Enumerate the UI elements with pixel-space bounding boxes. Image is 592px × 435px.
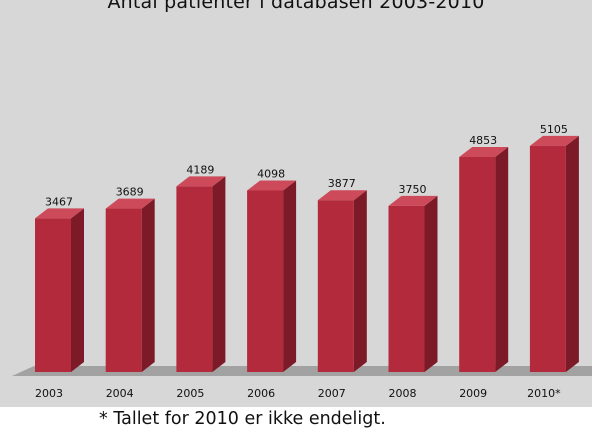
category-label: 2008 xyxy=(389,387,417,400)
bar-top xyxy=(529,135,579,146)
bar-top xyxy=(317,190,367,201)
bar-front xyxy=(529,145,566,372)
bar-front xyxy=(35,218,71,372)
value-label: 4853 xyxy=(469,134,497,147)
category-label: 2006 xyxy=(247,387,275,400)
chart-floor xyxy=(12,366,592,376)
category-label: 2009 xyxy=(459,387,487,400)
bar-2005 xyxy=(176,176,226,372)
value-label: 4098 xyxy=(257,167,285,180)
bar-side xyxy=(495,147,509,372)
bar-top xyxy=(176,176,226,187)
bar-front xyxy=(388,205,425,372)
bar-side xyxy=(565,135,579,372)
chart-title: Antal patienter i databasen 2003-2010 xyxy=(107,0,485,13)
chart-area: 3467 2003 3689 2004 4189 2005 4098 2006 3877 2007… xyxy=(0,0,592,407)
value-label: 5105 xyxy=(540,123,568,136)
bar-front xyxy=(459,157,496,372)
bar-side xyxy=(353,190,367,372)
bar-side xyxy=(283,180,297,372)
bar-front xyxy=(105,208,142,372)
chart-labels-layer: 3467 2003 3689 2004 4189 2005 4098 2006 3877 2007… xyxy=(35,123,568,400)
category-label: 2007 xyxy=(318,387,346,400)
bar-top xyxy=(35,208,84,219)
bar-2008 xyxy=(388,195,438,372)
category-label: 2010* xyxy=(527,387,561,400)
bar-front xyxy=(317,200,354,372)
bar-2010 xyxy=(529,135,579,372)
footnote: * Tallet for 2010 er ikke endeligt. xyxy=(99,409,386,429)
chart-floor-layer xyxy=(12,366,592,376)
value-label: 3689 xyxy=(116,186,144,199)
bar-top xyxy=(247,180,297,191)
bar-2004 xyxy=(105,198,155,372)
bar-top xyxy=(388,195,438,206)
bar-front xyxy=(176,186,213,372)
value-label: 4189 xyxy=(186,163,214,176)
bar-side xyxy=(212,176,226,372)
bar-side xyxy=(71,208,84,372)
value-label: 3750 xyxy=(399,183,427,196)
bar-chart: 3467 2003 3689 2004 4189 2005 4098 2006 3877 2007… xyxy=(12,123,592,400)
bar-side xyxy=(141,198,155,372)
value-label: 3467 xyxy=(45,195,73,208)
category-label: 2003 xyxy=(35,387,63,400)
bar-front xyxy=(247,190,284,372)
category-label: 2004 xyxy=(106,387,134,400)
bar-2006 xyxy=(247,180,297,372)
bar-2003 xyxy=(35,208,84,372)
bar-2009 xyxy=(459,147,509,372)
bar-top xyxy=(105,198,155,209)
value-label: 3877 xyxy=(328,177,356,190)
bar-top xyxy=(459,147,509,158)
chart-bars-layer xyxy=(35,135,579,372)
category-label: 2005 xyxy=(176,387,204,400)
bar-2007 xyxy=(317,190,367,372)
bar-side xyxy=(424,195,438,372)
